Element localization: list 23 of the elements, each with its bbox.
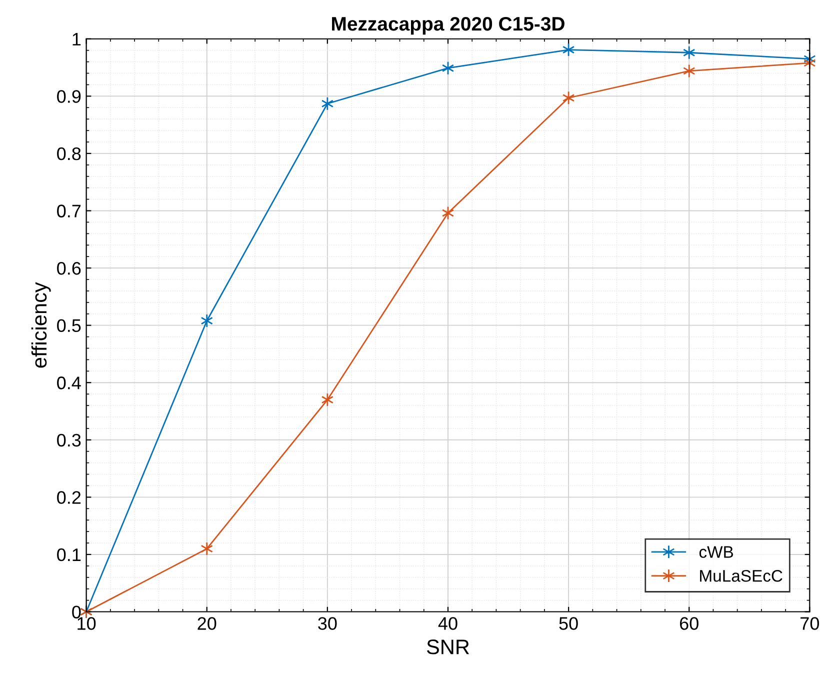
y-tick-label: 0.2	[57, 491, 81, 504]
x-tick-label: 60	[680, 617, 698, 630]
y-tick-label: 0.9	[57, 90, 81, 103]
x-tick-label: 20	[198, 617, 216, 630]
y-tick-label: 0.7	[57, 204, 81, 218]
x-tick-label: 10	[78, 617, 96, 630]
y-tick-label: 0.3	[57, 434, 81, 447]
x-tick-label: 50	[559, 617, 578, 630]
y-tick-label: 0.4	[57, 376, 81, 390]
x-tick-label: 70	[800, 617, 820, 630]
chart-title: Mezzacappa 2020 C15-3D	[332, 16, 564, 35]
legend-label: cWB	[699, 546, 734, 558]
y-tick-label: 1	[72, 32, 81, 46]
y-tick-label: 0.5	[57, 319, 81, 332]
y-axis-title: efficiency	[31, 282, 51, 368]
x-axis-title: SNR	[426, 640, 470, 654]
legend-label: MuLaSEcC	[700, 570, 782, 582]
x-tick-label: 40	[438, 617, 458, 630]
y-tick-label: 0.1	[57, 548, 81, 562]
y-tick-label: 0.6	[57, 262, 81, 275]
x-tick-label: 30	[318, 617, 337, 630]
y-tick-label: 0	[72, 606, 81, 618]
y-tick-label: 0.8	[57, 147, 81, 160]
